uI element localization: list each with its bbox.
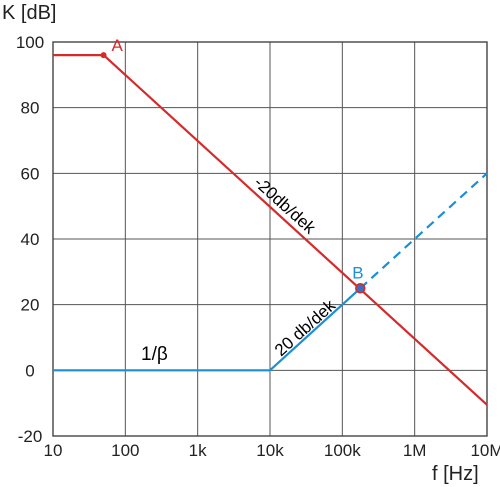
point-marker-a <box>100 52 107 59</box>
series-line-1 <box>53 287 362 372</box>
y-tick-label-5: 80 <box>21 99 40 118</box>
x-tick-label-2: 1k <box>189 441 207 460</box>
grid <box>52 41 488 437</box>
x-axis-label: f [Hz] <box>432 463 479 485</box>
marked-points: AB <box>100 36 366 294</box>
y-tick-label-3: 40 <box>21 230 40 249</box>
y-axis-label: K [dB] <box>2 2 56 24</box>
x-tick-label-4: 100k <box>324 441 361 460</box>
x-tick-label-1: 100 <box>111 441 139 460</box>
point-marker-b <box>355 283 366 294</box>
x-tick-label-6: 10M <box>470 441 500 460</box>
annotation-slope-red: -20db/dek <box>250 173 319 238</box>
tick-labels: 10 100 1k 10k 100k 1M 10M -20 0 20 40 60 80 100 <box>16 33 500 460</box>
x-tick-label-3: 10k <box>256 441 284 460</box>
y-tick-label-4: 60 <box>21 164 40 183</box>
plot-frame <box>52 41 488 437</box>
y-tick-label-1: 0 <box>25 361 34 380</box>
point-label-a: A <box>112 36 124 55</box>
x-tick-label-0: 10 <box>44 441 63 460</box>
y-tick-label-6: 100 <box>16 33 44 52</box>
x-tick-label-5: 1M <box>403 441 427 460</box>
point-label-b: B <box>352 263 363 282</box>
annotation-slope-blue: 20 db/dek <box>271 296 340 360</box>
y-tick-label-0: -20 <box>18 427 43 446</box>
series-line-2 <box>359 172 488 290</box>
annotation-one-over-beta: 1/β <box>141 344 168 365</box>
y-tick-label-2: 20 <box>21 296 40 315</box>
